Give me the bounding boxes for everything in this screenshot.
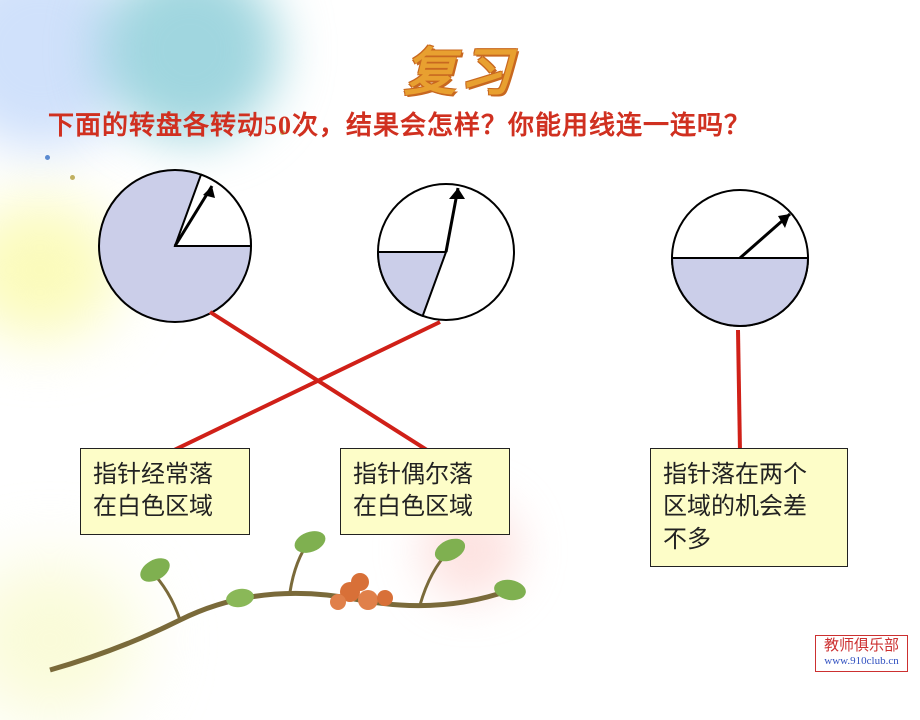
watermark-url: www.910club.cn [824, 655, 899, 667]
answer-3-line3: 不多 [663, 527, 711, 553]
answer-3-line1: 指针落在两个 [663, 462, 807, 488]
spinner-1 [97, 168, 253, 324]
watermark-label: 教师俱乐部 [824, 638, 899, 655]
answer-1-line2: 在白色区域 [93, 494, 213, 520]
answer-1-line1: 指针经常落 [93, 462, 213, 488]
watermark: 教师俱乐部 www.910club.cn [815, 635, 908, 672]
spinner-3 [670, 188, 810, 328]
connection-line [736, 330, 742, 452]
answer-box-2: 指针偶尔落 在白色区域 [340, 448, 510, 535]
answer-2-line1: 指针偶尔落 [353, 462, 473, 488]
slide-title: 复习 [404, 30, 516, 105]
spinner-2 [376, 182, 516, 322]
answer-box-1: 指针经常落 在白色区域 [80, 448, 250, 535]
answer-3-line2: 区域的机会差 [663, 494, 807, 520]
answer-2-line2: 在白色区域 [353, 494, 473, 520]
answer-box-3: 指针落在两个 区域的机会差 不多 [650, 448, 848, 567]
question-text: 下面的转盘各转动50次，结果会怎样？你能用线连一连吗？ [48, 105, 751, 142]
